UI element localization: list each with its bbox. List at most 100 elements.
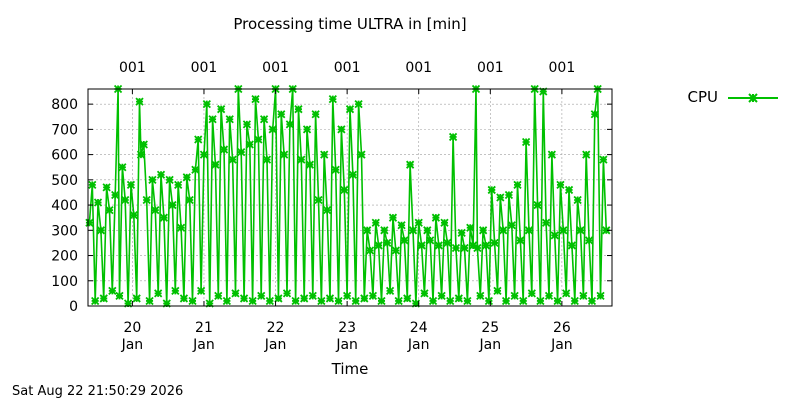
data-point-cpu xyxy=(199,150,209,159)
data-layer xyxy=(85,84,611,308)
data-point-cpu xyxy=(476,291,485,301)
x2-axis: 001 001 001 001 001 001 001 xyxy=(119,60,575,76)
data-point-cpu xyxy=(308,291,317,301)
data-point-cpu xyxy=(440,218,449,227)
data-point-cpu xyxy=(88,180,97,190)
series-line-cpu xyxy=(88,88,608,305)
data-point-cpu xyxy=(211,160,220,169)
data-point-cpu xyxy=(533,200,542,210)
data-point-cpu xyxy=(481,241,491,250)
x2-tick-label: 001 xyxy=(549,60,576,76)
data-point-cpu xyxy=(245,140,254,149)
data-point-cpu xyxy=(377,296,386,306)
data-point-cpu xyxy=(228,155,237,164)
x-tick-label-month: Jan xyxy=(550,337,573,353)
data-point-cpu xyxy=(448,132,458,142)
data-point-cpu xyxy=(426,236,435,245)
data-point-cpu xyxy=(519,296,528,306)
data-point-cpu xyxy=(460,243,469,253)
data-point-cpu xyxy=(182,173,191,182)
x-tick-label-day: 20 xyxy=(123,320,141,336)
data-point-cpu xyxy=(562,289,571,298)
data-point-cpu xyxy=(145,296,154,306)
data-point-cpu xyxy=(142,195,151,205)
footer-timestamp: Sat Aug 22 21:50:29 2026 xyxy=(12,384,183,399)
data-point-cpu xyxy=(371,218,380,227)
x-tick-label-month: Jan xyxy=(264,337,287,353)
data-point-cpu xyxy=(162,299,171,308)
data-point-cpu xyxy=(108,286,117,295)
data-point-cpu xyxy=(553,296,562,306)
data-point-cpu xyxy=(599,155,608,164)
data-point-cpu xyxy=(504,190,514,200)
data-point-cpu xyxy=(516,236,525,245)
data-point-cpu xyxy=(454,294,463,303)
data-point-cpu xyxy=(539,87,548,96)
data-point-cpu xyxy=(185,195,194,205)
data-point-cpu xyxy=(564,185,574,195)
data-point-cpu xyxy=(360,294,369,303)
data-point-cpu xyxy=(487,185,496,195)
data-point-cpu xyxy=(268,125,277,134)
data-point-cpu xyxy=(248,296,257,306)
data-point-cpu xyxy=(239,294,249,303)
data-point-cpu xyxy=(322,205,332,215)
data-point-cpu xyxy=(96,226,106,235)
x2-tick-label: 001 xyxy=(477,60,504,76)
y-tick-label: 600 xyxy=(51,148,78,164)
x-tick-label-month: Jan xyxy=(335,337,358,353)
data-point-cpu xyxy=(156,170,166,179)
data-point-cpu xyxy=(542,218,551,227)
data-point-cpu xyxy=(544,291,554,301)
data-point-cpu xyxy=(434,241,443,250)
data-point-cpu xyxy=(556,180,565,190)
data-point-cpu xyxy=(196,286,206,295)
x-tick-label-month: Jan xyxy=(121,337,144,353)
data-point-cpu xyxy=(524,226,534,235)
data-point-cpu xyxy=(320,150,329,159)
x-tick-label-day: 24 xyxy=(410,320,428,336)
data-point-cpu xyxy=(385,286,395,295)
data-point-cpu xyxy=(521,137,531,147)
data-point-cpu xyxy=(274,294,283,303)
data-point-cpu xyxy=(391,246,400,255)
data-point-cpu xyxy=(357,150,366,159)
data-point-cpu xyxy=(550,231,559,240)
data-point-cpu xyxy=(254,135,263,144)
data-point-cpu xyxy=(171,286,180,295)
data-point-cpu xyxy=(337,125,346,134)
data-point-cpu xyxy=(479,226,488,235)
data-point-cpu xyxy=(265,296,274,306)
x-tick-label-month: Jan xyxy=(407,337,430,353)
data-point-cpu xyxy=(437,291,446,301)
data-point-cpu xyxy=(99,294,108,303)
legend-label-cpu: CPU xyxy=(688,88,719,106)
data-point-cpu xyxy=(388,213,398,222)
data-point-cpu xyxy=(291,296,300,306)
data-point-cpu xyxy=(262,155,272,164)
data-point-cpu xyxy=(277,110,286,119)
data-point-cpu xyxy=(417,241,426,250)
data-point-cpu xyxy=(294,105,303,114)
data-point-cpu xyxy=(490,238,499,248)
data-point-cpu xyxy=(443,238,452,248)
data-point-cpu xyxy=(231,289,240,298)
data-point-cpu xyxy=(297,155,306,164)
data-point-cpu xyxy=(343,291,352,301)
data-point-cpu xyxy=(285,120,295,129)
legend: CPU xyxy=(688,88,778,106)
data-point-cpu xyxy=(282,289,292,298)
data-point-cpu xyxy=(317,296,326,306)
data-point-cpu xyxy=(135,97,144,106)
y-tick-label: 500 xyxy=(51,173,78,189)
data-point-cpu xyxy=(159,213,169,222)
data-point-cpu xyxy=(423,226,432,235)
data-point-cpu xyxy=(111,190,120,200)
data-point-cpu xyxy=(590,110,599,119)
data-point-cpu xyxy=(102,183,111,192)
data-point-cpu xyxy=(118,163,127,172)
data-point-cpu xyxy=(300,294,309,303)
x-tick-label-month: Jan xyxy=(192,337,215,353)
data-point-cpu xyxy=(510,291,519,301)
